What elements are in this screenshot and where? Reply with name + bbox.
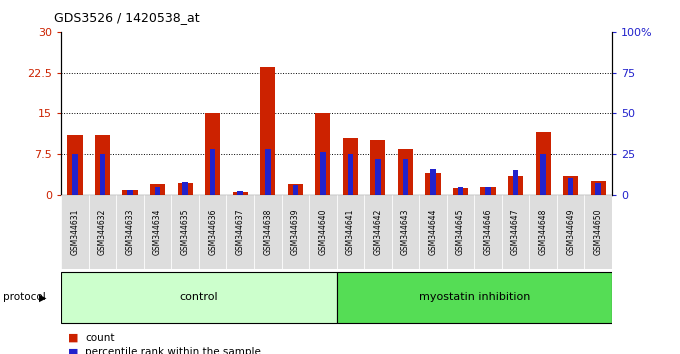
Bar [502,195,529,269]
Text: myostatin inhibition: myostatin inhibition [419,292,530,302]
Bar [447,195,475,269]
Text: GSM344643: GSM344643 [401,209,410,255]
Bar [513,170,518,195]
Bar [260,67,275,195]
Bar [591,181,606,195]
Bar [375,159,381,195]
Text: GSM344646: GSM344646 [483,209,492,255]
Text: GSM344636: GSM344636 [208,209,217,255]
Text: GSM344634: GSM344634 [153,209,162,255]
Bar [61,195,88,269]
Text: GSM344650: GSM344650 [594,209,602,255]
Bar [95,135,110,195]
Bar [398,149,413,195]
Bar [371,141,386,195]
Bar [144,195,171,269]
Text: ▶: ▶ [39,292,47,302]
Bar [474,195,502,269]
Bar [536,132,551,195]
Bar [171,195,199,269]
Bar [155,187,160,195]
Bar [563,176,578,195]
Text: GSM344637: GSM344637 [236,209,245,255]
Bar [596,183,601,195]
Bar [541,154,546,195]
Bar [233,192,248,195]
Text: GSM344644: GSM344644 [428,209,437,255]
Text: GSM344649: GSM344649 [566,209,575,255]
Bar [419,195,447,269]
Bar [150,184,165,195]
Bar [557,195,584,269]
Bar [282,195,309,269]
Bar [508,176,523,195]
Bar [100,154,105,195]
Text: GSM344647: GSM344647 [511,209,520,255]
Bar [453,188,468,195]
Bar [347,154,353,195]
Bar [320,152,326,195]
Bar [116,195,144,269]
Text: GDS3526 / 1420538_at: GDS3526 / 1420538_at [54,11,200,24]
Text: GSM344648: GSM344648 [539,209,547,255]
Bar [254,195,282,269]
Bar [127,190,133,195]
Bar [337,272,612,323]
Bar [122,190,137,195]
Text: count: count [85,333,114,343]
Bar [309,195,337,269]
Bar [343,138,358,195]
Bar [486,187,491,195]
Bar [568,178,573,195]
Bar [481,187,496,195]
Text: GSM344631: GSM344631 [71,209,80,255]
Bar [226,195,254,269]
Text: GSM344645: GSM344645 [456,209,465,255]
Bar [67,135,82,195]
Bar [72,154,78,195]
Bar [288,184,303,195]
Text: protocol: protocol [3,292,46,302]
Bar [177,183,192,195]
Bar [210,149,216,195]
Bar [265,149,271,195]
Text: GSM344640: GSM344640 [318,209,327,255]
Bar [199,195,226,269]
Bar [426,173,441,195]
Text: ■: ■ [68,333,78,343]
Bar [292,185,298,195]
Text: GSM344642: GSM344642 [373,209,382,255]
Bar [88,195,116,269]
Text: GSM344641: GSM344641 [346,209,355,255]
Text: percentile rank within the sample: percentile rank within the sample [85,347,261,354]
Bar [430,169,436,195]
Text: ■: ■ [68,347,78,354]
Text: control: control [180,292,218,302]
Text: GSM344633: GSM344633 [126,209,135,255]
Bar [316,113,330,195]
Text: GSM344638: GSM344638 [263,209,272,255]
Bar [237,190,243,195]
Text: GSM344635: GSM344635 [181,209,190,255]
Bar [403,159,408,195]
Bar [458,187,463,195]
Bar [364,195,392,269]
Bar [61,272,337,323]
Bar [392,195,419,269]
Bar [182,182,188,195]
Bar [585,195,612,269]
Bar [529,195,557,269]
Text: GSM344632: GSM344632 [98,209,107,255]
Bar [337,195,364,269]
Bar [205,113,220,195]
Text: GSM344639: GSM344639 [291,209,300,255]
